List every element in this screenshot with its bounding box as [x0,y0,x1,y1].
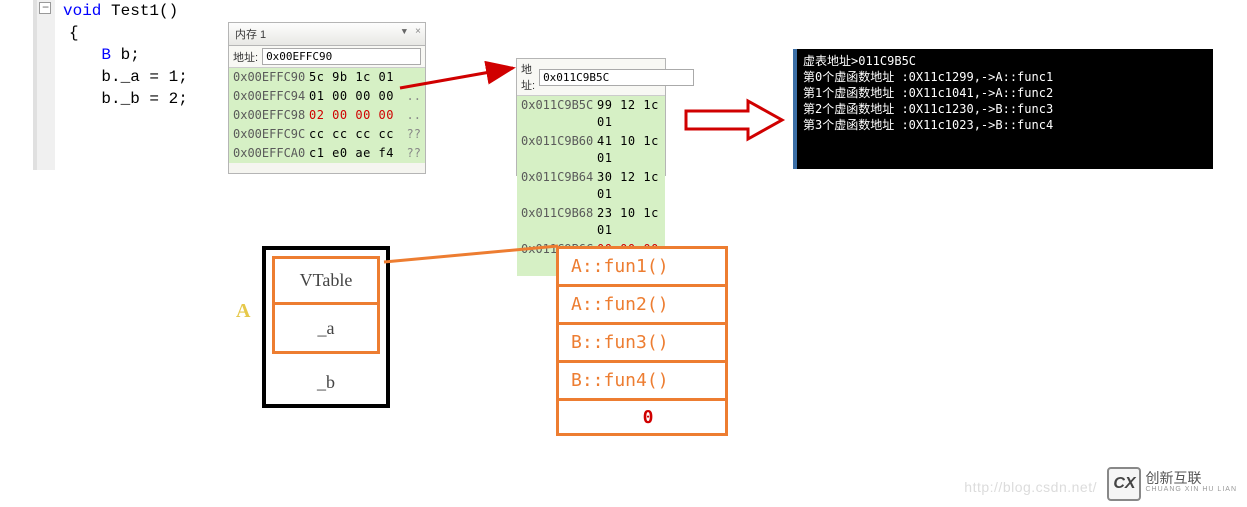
code-kw: B [63,46,111,64]
watermark-url: http://blog.csdn.net/ [964,479,1097,495]
memory-row: 0x011C9B6430 12 1c 01 [517,168,665,204]
mem-addr: 0x00EFFC9C [233,126,309,143]
mem-bytes: c1 e0 ae f4 [309,145,401,162]
memory-row: 0x00EFFCA0c1 e0 ae f4?? [229,144,425,163]
code-editor-panel: void Test1() { B b; b._a = 1; b._b = 2; [33,0,223,170]
object-layout-diagram: A VTable _a _b [262,246,390,408]
mem-bytes: 5c 9b 1c 01 [309,69,415,86]
mem-ascii: ?? [407,126,421,143]
console-line: 第1个虚函数地址 :0X11c1041,->A::func2 [803,86,1053,100]
memory-panel-2: 地址: 0x011C9B5C99 12 1c 01 0x011C9B6041 1… [516,58,666,176]
memory-row: 0x00EFFC905c 9b 1c 01 [229,68,425,87]
watermark-logo: CX 创新互联 CHUANG XIN HU LIAN [1107,467,1237,501]
console-line: 第0个虚函数地址 :0X11c1299,->A::func1 [803,70,1053,84]
object-inner-group: VTable _a [272,256,380,354]
close-icon[interactable]: × [415,27,421,38]
address-label: 地址: [521,61,535,93]
memory-row: 0x011C9B5C99 12 1c 01 [517,96,665,132]
mem-bytes: 30 12 1c 01 [597,169,661,203]
mem-ascii: ?? [407,145,421,162]
mem-bytes: 01 00 00 00 [309,88,401,105]
mem-bytes: 99 12 1c 01 [597,97,661,131]
arrow-mem2-to-console [680,95,790,145]
address-label: 地址: [233,49,258,65]
mem-addr: 0x00EFFCA0 [233,145,309,162]
memory-row: 0x00EFFC9401 00 00 00.. [229,87,425,106]
address-input[interactable] [539,69,694,86]
memory-row: 0x00EFFC9Ccc cc cc cc?? [229,125,425,144]
memory-address-bar: 地址: [229,46,425,68]
code-text: b._b = 2; [63,88,223,110]
logo-text: 创新互联 CHUANG XIN HU LIAN [1145,472,1237,496]
mem-bytes: cc cc cc cc [309,126,401,143]
console-output: 虚表地址>011C9B5C 第0个虚函数地址 :0X11c1299,->A::f… [793,49,1213,169]
mem-addr: 0x011C9B64 [521,169,597,203]
memory-row: 0x011C9B6823 10 1c 01 [517,204,665,240]
memory-row: 0x011C9B6041 10 1c 01 [517,132,665,168]
mem-bytes: 23 10 1c 01 [597,205,661,239]
vtable-entry: A::fun1() [556,246,728,284]
brand-sub: CHUANG XIN HU LIAN [1145,484,1237,496]
memory-row: 0x00EFFC9802 00 00 00.. [229,106,425,125]
object-cell-vtable: VTable [275,259,377,305]
code-content: void Test1() { B b; b._a = 1; b._b = 2; [37,0,223,110]
brand-name: 创新互联 [1145,472,1237,484]
object-cell-b: _b [266,360,386,404]
vtable-entry: A::fun2() [556,284,728,322]
mem-bytes: 02 00 00 00 [309,107,401,124]
vtable-list-diagram: A::fun1() A::fun2() B::fun3() B::fun4() … [556,246,728,436]
object-cell-a: _a [275,305,377,351]
mem-addr: 0x011C9B68 [521,205,597,239]
memory-panel-title: 内存 1 [229,23,425,46]
vtable-entry: B::fun3() [556,322,728,360]
code-text: b; [111,46,140,64]
code-brace: { [63,22,223,44]
memory-rows: 0x00EFFC905c 9b 1c 01 0x00EFFC9401 00 00… [229,68,425,163]
mem-addr: 0x00EFFC90 [233,69,309,86]
mem-addr: 0x00EFFC94 [233,88,309,105]
logo-icon: CX [1107,467,1141,501]
console-line: 第3个虚函数地址 :0X11c1023,->B::func4 [803,118,1053,132]
mem-addr: 0x011C9B5C [521,97,597,131]
mem-bytes: 41 10 1c 01 [597,133,661,167]
console-line: 虚表地址>011C9B5C [803,54,916,68]
class-label-a: A [236,300,250,323]
fold-marker-icon[interactable] [39,2,51,14]
object-outer-box: VTable _a _b [262,246,390,408]
code-text: Test1() [101,2,178,20]
memory-panel-1: 内存 1 ▼ × 地址: 0x00EFFC905c 9b 1c 01 0x00E… [228,22,426,174]
mem-addr: 0x011C9B60 [521,133,597,167]
code-gutter [37,0,55,170]
code-text: b._a = 1; [63,66,223,88]
dropdown-icon[interactable]: ▼ [402,27,407,37]
vtable-entry-terminator: 0 [556,398,728,436]
code-kw: void [63,2,101,20]
mem-ascii: .. [407,88,421,105]
mem-addr: 0x00EFFC98 [233,107,309,124]
mem-ascii: .. [407,107,421,124]
address-input[interactable] [262,48,421,65]
memory-address-bar: 地址: [517,59,665,96]
console-line: 第2个虚函数地址 :0X11c1230,->B::func3 [803,102,1053,116]
vtable-entry: B::fun4() [556,360,728,398]
